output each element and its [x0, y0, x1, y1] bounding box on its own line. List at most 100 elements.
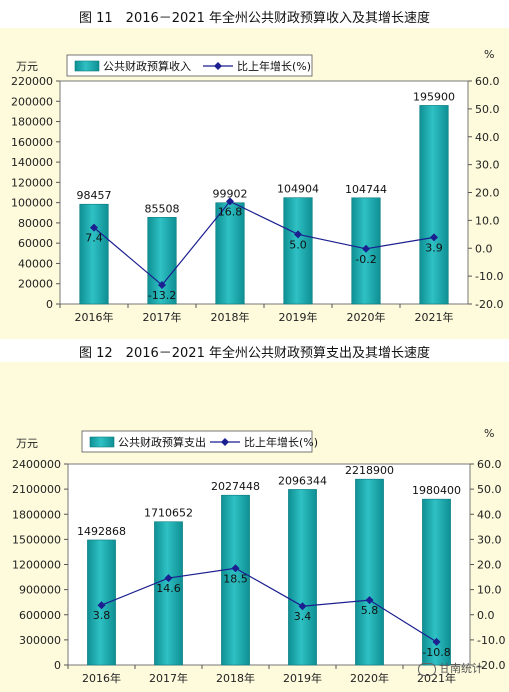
chart2-left-tick-label: 0 [54, 659, 61, 672]
chart1-legend-line-marker [214, 62, 222, 70]
chart1-bar-value-label: 195900 [413, 90, 455, 103]
chart1-growth-point [90, 223, 98, 232]
chart2-legend-line-marker [221, 438, 229, 446]
chart2-bar [154, 521, 183, 666]
figure-12-title: 图 12 2016－2021 年全州公共财政预算支出及其增长速度 [79, 346, 430, 361]
chart2-right-tick-label: 30.0 [477, 533, 502, 546]
chart1-x-tick-label: 2019年 [279, 310, 318, 324]
chart2-legend-bar-swatch [89, 436, 115, 448]
chart1-left-tick-label: 40000 [18, 257, 53, 270]
chart1-left-tick-label: 60000 [18, 237, 53, 250]
chart1-left-tick-label: 20000 [18, 278, 53, 291]
chart1-growth-value-label: 3.9 [425, 241, 443, 254]
chart1-left-tick-label: 100000 [11, 197, 53, 210]
chart2-right-tick-label: 50.0 [477, 483, 502, 496]
chart2-bar [288, 489, 317, 666]
chart2-left-tick-label: 600000 [19, 609, 61, 622]
chart1-left-tick-label: 160000 [11, 136, 53, 149]
chart2-growth-point [231, 564, 240, 573]
chart2-bar [221, 494, 250, 666]
chart1-right-tick-label: 20.0 [475, 187, 500, 200]
chart1-growth-point [158, 281, 166, 290]
chart2-growth-point [365, 596, 374, 605]
chart1-bar-value-label: 104744 [345, 183, 387, 196]
revenue-chart-panel: 0 20000 40000 60000 80000 100000 120000 140000 1… [0, 28, 509, 339]
chart1-bar-value-label: 98457 [77, 189, 112, 202]
chart2-growth-line [101, 567, 437, 643]
chart2-growth-value-label: 18.5 [223, 572, 248, 585]
chart1-right-tick-label: 10.0 [475, 214, 500, 227]
expenditure-chart: 0 300000 600000 900000 1200000 1500000 1800000… [12, 427, 505, 685]
chart2-bar-value-label: 2027448 [211, 480, 260, 493]
chart1-left-tick-label: 140000 [11, 156, 53, 169]
chart2-left-tick-label: 1800000 [12, 508, 61, 521]
chart1-left-unit: 万元 [16, 60, 38, 73]
watermark-text: 甘南统计 [439, 662, 483, 675]
chart2-left-tick-label: 1500000 [12, 533, 61, 546]
chart2-x-tick-label: 2017年 [149, 671, 188, 685]
chart2-left-tick-label: 300000 [19, 634, 61, 647]
chart2-right-tick-label: 60.0 [477, 458, 502, 471]
chart1-right-tick-label: -20.0 [475, 298, 503, 311]
chart2-left-tick-label: 900000 [19, 584, 61, 597]
chart1-right-tick-label: 0.0 [475, 242, 493, 255]
chart2-right-tick-label: -10.0 [477, 634, 505, 647]
chart2-growth-point [97, 601, 106, 610]
chart2-bar [355, 478, 384, 666]
chart2-x-tick-label: 2016年 [82, 671, 121, 685]
chart1-growth-value-label: -0.2 [355, 253, 376, 266]
chart1-right-tick-label: 40.0 [475, 131, 500, 144]
figure-11-title: 图 11 2016－2021 年全州公共财政预算收入及其增长速度 [79, 11, 430, 26]
chart2-bar-value-label: 2218900 [345, 464, 394, 477]
chart2-right-tick-label: 10.0 [477, 584, 502, 597]
chart1-plot-area [59, 80, 469, 305]
chart2-growth-value-label: -10.8 [422, 646, 450, 659]
chart2-plot-area [67, 463, 471, 666]
chart1-growth-point [226, 197, 234, 206]
chart1-legend [66, 54, 313, 77]
chart2-x-tick-label: 2019年 [283, 671, 322, 685]
chart2-left-tick-label: 1200000 [12, 559, 61, 572]
chart1-growth-point [294, 230, 302, 239]
chart2-bar [422, 498, 451, 666]
chart2-x-tick-label: 2020年 [350, 671, 389, 685]
chart2-right-tick-label: 20.0 [477, 559, 502, 572]
chart1-legend-bar-swatch [74, 60, 100, 72]
chart2-growth-point [164, 574, 173, 583]
chart1-bar [283, 197, 313, 305]
chart1-bar [147, 217, 177, 305]
chart1-legend-line-label: 比上年增长(%) [237, 59, 311, 73]
chart2-bar-value-label: 2096344 [278, 474, 327, 487]
chart1-growth-point [362, 244, 370, 253]
chart1-growth-value-label: 5.0 [289, 238, 307, 251]
revenue-chart: 0 20000 40000 60000 80000 100000 120000 140000 1… [11, 48, 503, 324]
chart2-left-tick-label: 2400000 [12, 458, 61, 471]
chart1-bar [215, 202, 245, 305]
chart2-growth-point [298, 602, 307, 611]
chart1-right-tick-label: 50.0 [475, 103, 500, 116]
chart1-growth-value-label: 16.8 [218, 205, 243, 218]
chart1-left-tick-label: 220000 [11, 75, 53, 88]
chart2-legend-line-label: 比上年增长(%) [244, 435, 318, 449]
chart1-growth-value-label: -13.2 [148, 289, 176, 302]
chart2-legend [81, 430, 313, 453]
chart2-left-unit: 万元 [16, 437, 38, 450]
expenditure-chart-panel: 0 300000 600000 900000 1200000 1500000 1800000… [0, 362, 509, 692]
chart1-right-tick-label: -10.0 [475, 270, 503, 283]
chart1-left-tick-label: 120000 [11, 176, 53, 189]
chart2-bar-value-label: 1980400 [412, 484, 461, 497]
chart2-right-tick-label: 40.0 [477, 508, 502, 521]
chart2-growth-value-label: 14.6 [156, 582, 181, 595]
chart1-left-tick-label: 180000 [11, 116, 53, 129]
chart1-left-tick-label: 0 [46, 298, 53, 311]
chart2-legend-bar-label: 公共财政预算支出 [118, 435, 206, 449]
wechat-icon [418, 662, 436, 676]
chart2-right-tick-label: 0.0 [477, 609, 495, 622]
chart2-growth-value-label: 3.8 [93, 609, 111, 622]
chart2-left-tick-label: 2100000 [12, 483, 61, 496]
chart2-bar-value-label: 1710652 [144, 507, 193, 520]
chart1-x-tick-label: 2021年 [415, 310, 454, 324]
chart1-bar-value-label: 104904 [277, 183, 319, 196]
chart1-x-tick-label: 2016年 [75, 310, 114, 324]
chart1-bar-value-label: 85508 [145, 202, 180, 215]
